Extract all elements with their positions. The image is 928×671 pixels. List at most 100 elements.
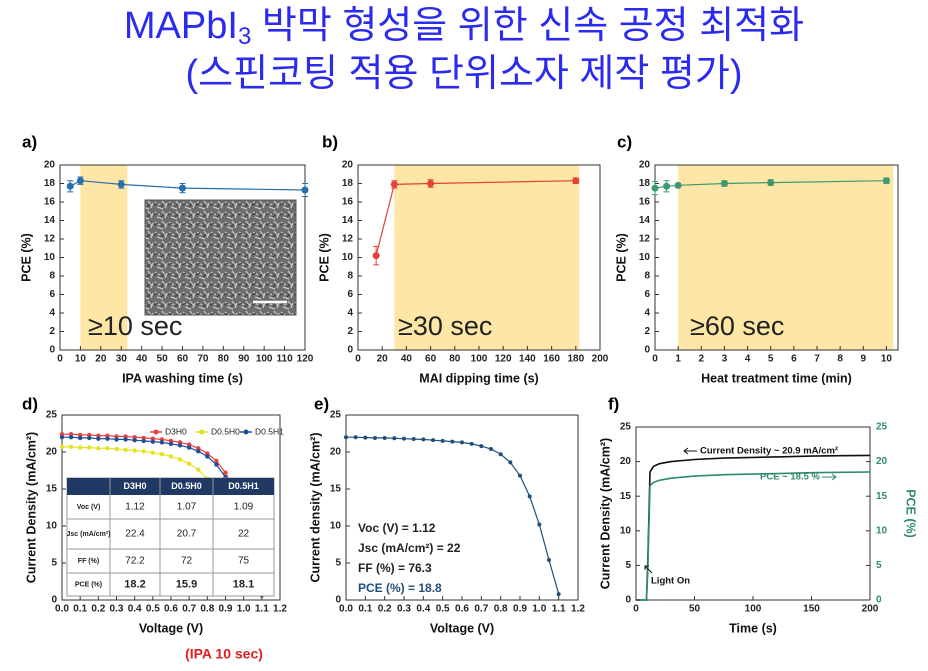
y-tick-label: 20 <box>46 447 58 458</box>
subtitle: (스핀코팅 적용 단위소자 제작 평가) <box>186 53 743 95</box>
x-axis-label: Heat treatment time (min) <box>701 371 852 385</box>
y-tick-label: 12 <box>639 234 651 245</box>
annotation: PCE ~ 18.5 % <box>760 472 820 483</box>
x-tick-label: 0.8 <box>200 604 214 615</box>
x-tick-label: 0 <box>57 354 63 365</box>
data-point <box>527 494 532 499</box>
annotation: Voc (V) = 1.12 <box>358 521 436 535</box>
x-tick-label: 2 <box>699 354 705 365</box>
y-tick-label: 18 <box>342 178 354 189</box>
y-tick-label: 0 <box>644 345 650 356</box>
y2-tick-label: 10 <box>876 525 888 536</box>
x-tick-label: 0 <box>652 354 658 365</box>
panel-label: a) <box>22 132 37 151</box>
data-point <box>68 435 74 440</box>
data-point <box>76 177 84 185</box>
data-point <box>59 435 65 440</box>
y-tick-label: 0 <box>335 595 341 606</box>
y-tick-label: 25 <box>46 410 58 421</box>
x-tick-label: 40 <box>136 354 148 365</box>
y-tick-label: 10 <box>342 252 354 263</box>
x-tick-label: 150 <box>803 604 820 615</box>
data-point <box>882 177 890 185</box>
title-subscript: 3 <box>238 23 251 50</box>
y-tick-label: 16 <box>342 197 354 208</box>
table-row-label: FF (%) <box>78 558 99 565</box>
x-tick-label: 9 <box>861 354 867 365</box>
legend-marker <box>153 429 159 435</box>
data-point <box>77 445 83 450</box>
data-point <box>767 179 775 187</box>
x-tick-label: 70 <box>197 354 209 365</box>
data-point <box>440 438 445 443</box>
table-cell: 18.1 <box>233 578 254 590</box>
x-tick-label: 0.6 <box>164 604 178 615</box>
y-tick-label: 8 <box>644 271 650 282</box>
highlight-region <box>394 165 580 350</box>
x-tick-label: 8 <box>837 354 843 365</box>
table-header: D3H0 <box>123 481 146 491</box>
table-row-label: Jsc (mA/cm²) <box>67 531 111 538</box>
x-tick-label: 120 <box>297 354 314 365</box>
y-tick-label: 10 <box>46 521 58 532</box>
table-row-label: Voc (V) <box>77 504 101 511</box>
x-tick-label: 160 <box>543 354 560 365</box>
y2-tick-label: 25 <box>876 422 888 433</box>
table-bg <box>66 477 275 597</box>
x-tick-label: 120 <box>495 354 512 365</box>
y-tick-label: 6 <box>644 289 650 300</box>
y-tick-label: 2 <box>347 326 353 337</box>
title-part: MAPbI <box>124 5 238 47</box>
x-tick-label: 5 <box>768 354 774 365</box>
data-point <box>141 438 146 444</box>
table-row-label: PCE (%) <box>75 581 102 588</box>
x-tick-label: 50 <box>157 354 169 365</box>
y-tick-label: 10 <box>620 525 632 536</box>
data-point <box>431 438 435 443</box>
table-cell: 22.4 <box>125 529 145 540</box>
y-axis-label: Current Density (mA/cm²) <box>598 438 612 589</box>
data-point <box>68 444 74 450</box>
legend-label: D0.5H0 <box>211 426 240 436</box>
data-point <box>168 454 174 459</box>
x-tick-label: 100 <box>256 354 273 365</box>
data-point <box>663 182 671 190</box>
data-point <box>547 558 551 563</box>
data-point <box>382 435 387 440</box>
y-tick-label: 16 <box>639 197 651 208</box>
data-point <box>390 180 398 188</box>
data-point <box>105 436 110 441</box>
data-point <box>674 181 682 189</box>
data-point <box>123 447 128 452</box>
x-tick-label: 100 <box>745 604 762 615</box>
annotation-arrow <box>683 447 697 455</box>
data-point <box>214 462 219 467</box>
x-tick-label: 0.1 <box>358 604 372 615</box>
annotation: Current Density ~ 20.9 mA/cm² <box>700 446 838 457</box>
annotation: Jsc (mA/cm²) = 22 <box>358 541 461 555</box>
y-tick-label: 12 <box>342 234 354 245</box>
data-point <box>141 449 146 454</box>
panel-label: e) <box>314 394 329 413</box>
x-tick-label: 30 <box>116 354 128 365</box>
x-tick-label: 3 <box>722 354 728 365</box>
series-line <box>636 471 871 601</box>
data-point <box>223 470 228 475</box>
x-tick-label: 0.3 <box>110 604 124 615</box>
x-tick-label: 10 <box>75 354 87 365</box>
highlight-label: ≥10 sec <box>88 311 182 341</box>
x-tick-label: 0.4 <box>128 604 142 615</box>
x-tick-label: 100 <box>471 354 488 365</box>
data-point <box>159 440 165 445</box>
data-point <box>498 452 503 457</box>
table-cell: 75 <box>238 556 250 567</box>
x-tick-label: 0.0 <box>339 604 353 615</box>
data-point <box>651 184 659 192</box>
data-point <box>344 435 348 440</box>
y-tick-label: 20 <box>620 456 632 467</box>
y-tick-label: 12 <box>44 234 56 245</box>
table-cell: 1.09 <box>234 502 254 513</box>
x-tick-label: 140 <box>519 354 536 365</box>
y-axis-label: Current Density (mA/cm²) <box>24 432 38 583</box>
